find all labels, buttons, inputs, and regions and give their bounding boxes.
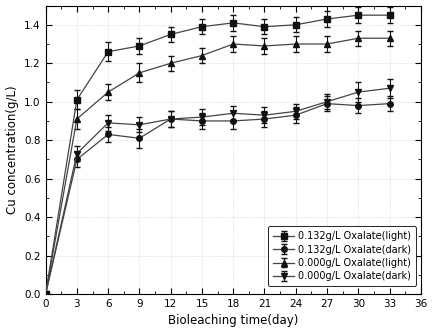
Legend: 0.132g/L Oxalate(light), 0.132g/L Oxalate(dark), 0.000g/L Oxalate(light), 0.000g: 0.132g/L Oxalate(light), 0.132g/L Oxalat… (268, 226, 416, 286)
Y-axis label: Cu concentration(g/L): Cu concentration(g/L) (6, 86, 19, 214)
X-axis label: Bioleaching time(day): Bioleaching time(day) (168, 314, 298, 327)
